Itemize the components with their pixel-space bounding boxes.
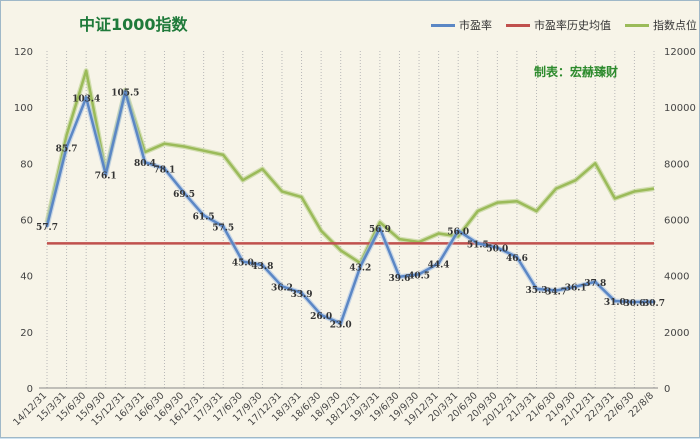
legend-label-pe: 市盈率 [459, 19, 492, 32]
legend-swatch-index [625, 23, 649, 27]
series-pe-point [65, 145, 69, 149]
series-pe-point [319, 313, 323, 317]
series-pe-point [456, 229, 460, 233]
series-pe-point [358, 265, 362, 269]
series-pe-point [632, 300, 636, 304]
y-right-tick-label: 0 [664, 384, 670, 395]
series-pe-point [417, 272, 421, 276]
series-pe-data-label: 26.0 [310, 312, 332, 322]
y-right-tick-label: 8000 [664, 159, 689, 170]
series-pe-data-label: 33.9 [291, 290, 313, 300]
series-pe-point [476, 241, 480, 245]
y-left-tick-label: 80 [20, 159, 33, 170]
series-pe-data-label: 105.5 [111, 89, 139, 99]
series-pe-data-label: 80.4 [134, 159, 156, 169]
series-pe-data-label: 36.2 [271, 283, 293, 293]
series-pe-point [554, 289, 558, 293]
series-pe-point [143, 160, 147, 164]
series-pe-point [515, 255, 519, 259]
series-pe-data-label: 51.5 [467, 240, 489, 250]
y-left-tick-label: 0 [27, 384, 33, 395]
legend-label-mean: 市盈率历史均值 [534, 19, 611, 32]
series-pe-point [593, 280, 597, 284]
legend-item-index: 指数点位 [625, 17, 697, 33]
y-left-tick-label: 100 [14, 103, 33, 114]
y-right-tick-label: 4000 [664, 272, 689, 283]
series-pe-data-label: 35.3 [526, 286, 548, 296]
plot-area [39, 51, 658, 388]
series-pe-point [45, 224, 49, 228]
series-pe-point [613, 299, 617, 303]
series-pe-data-label: 23.0 [330, 320, 352, 330]
series-pe-point [123, 90, 127, 94]
series-pe-point [339, 321, 343, 325]
series-pe-data-label: 46.6 [506, 254, 528, 264]
series-pe-data-label: 34.7 [545, 288, 567, 298]
series-pe-line [45, 90, 655, 325]
y-right-tick-label: 2000 [664, 328, 689, 339]
y-right-tick-label: 10000 [664, 103, 696, 114]
series-index-line [45, 69, 655, 265]
legend: 市盈率 市盈率历史均值 指数点位 [431, 17, 697, 33]
series-pe-data-label: 85.7 [56, 144, 78, 154]
series-pe-data-label: 76.1 [95, 171, 117, 181]
series-pe-point [300, 291, 304, 295]
series-pe-data-label: 30.6 [623, 299, 645, 309]
series-pe-point [84, 96, 88, 100]
legend-swatch-pe [431, 23, 455, 27]
legend-item-pe: 市盈率 [431, 17, 492, 33]
chart-credit: 制表：宏赫臻财 [534, 65, 619, 79]
series-pe-point [378, 226, 382, 230]
series-pe-data-label: 69.5 [173, 190, 195, 200]
series-pe-point [397, 275, 401, 279]
series-pe-data-label: 37.8 [584, 279, 606, 289]
series-pe-data-label: 50.0 [486, 245, 508, 255]
series-pe-point [104, 172, 108, 176]
y-left-tick-label: 120 [14, 47, 33, 58]
series-pe-data-label: 31.0 [604, 298, 626, 308]
series-pe-point [260, 263, 264, 267]
y-left-tick-label: 60 [20, 216, 33, 227]
series-pe-point [162, 167, 166, 171]
series-pe-point [241, 260, 245, 264]
legend-label-index: 指数点位 [653, 19, 697, 32]
series-pe-data-label: 57.7 [36, 223, 58, 233]
legend-item-mean: 市盈率历史均值 [506, 17, 611, 33]
series-pe-data-label: 56.0 [447, 228, 469, 238]
legend-swatch-mean [506, 23, 530, 27]
y-left-tick-label: 20 [20, 328, 33, 339]
series-pe-point [437, 261, 441, 265]
series-pe-data-label: 40.5 [408, 271, 430, 281]
y-right-tick-label: 12000 [664, 47, 696, 58]
y-left-tick-label: 40 [20, 272, 33, 283]
series-pe-data-label: 56.9 [369, 225, 391, 235]
series-pe-point [495, 246, 499, 250]
series-pe-data-label: 61.5 [193, 212, 215, 222]
series-pe-data-label: 30.7 [643, 299, 665, 309]
series-pe-data-label: 44.4 [428, 260, 450, 270]
series-pe-data-label: 103.4 [72, 95, 100, 105]
series-pe-point [574, 285, 578, 289]
series-pe-data-label: 36.1 [565, 284, 587, 294]
series-pe-data-label: 45.0 [232, 259, 254, 269]
y-right-tick-label: 6000 [664, 216, 689, 227]
series-pe-point [182, 191, 186, 195]
series-pe-data-label: 78.1 [154, 166, 176, 176]
series-pe-point [221, 225, 225, 229]
series-pe-data-label: 57.5 [212, 224, 234, 234]
series-pe-point [652, 300, 656, 304]
series-pe-data-label: 39.6 [388, 274, 410, 284]
series-pe-point [535, 287, 539, 291]
series-pe-point [280, 284, 284, 288]
series-pe-point [202, 213, 206, 217]
series-pe-data-label: 43.2 [349, 264, 371, 274]
series-pe-data-label: 43.8 [251, 262, 273, 272]
chart-title: 中证1000指数 [79, 15, 188, 34]
